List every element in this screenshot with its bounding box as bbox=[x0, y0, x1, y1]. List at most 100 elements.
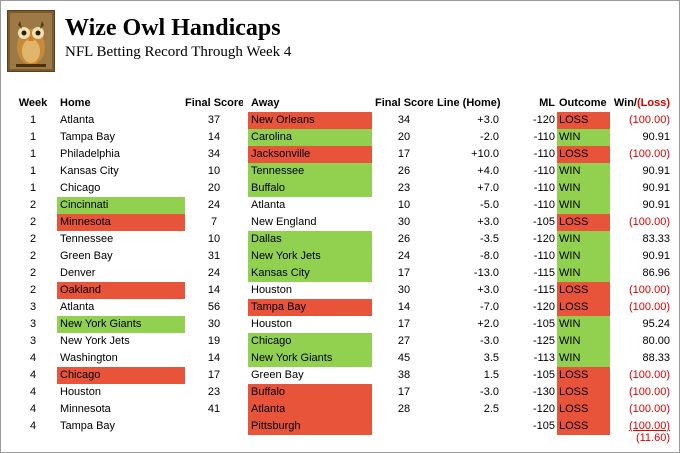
week-cell: 3 bbox=[29, 318, 37, 330]
week-cell: 2 bbox=[29, 216, 37, 228]
col-week: Week bbox=[18, 97, 48, 109]
away-team-cell: Atlanta bbox=[248, 401, 372, 418]
win-loss-cell: (100.00) bbox=[629, 369, 670, 381]
line-cell: -3.0 bbox=[480, 335, 499, 347]
home-score-cell: 24 bbox=[207, 267, 221, 279]
away-team-cell: New England bbox=[251, 216, 317, 228]
away-team-cell: Atlanta bbox=[251, 199, 286, 211]
home-team-cell: Minnesota bbox=[57, 214, 185, 231]
away-score-cell: 20 bbox=[397, 131, 411, 143]
outcome-cell: WIN bbox=[557, 129, 610, 146]
win-loss-cell: 86.96 bbox=[642, 267, 670, 279]
week-cell: 2 bbox=[29, 284, 37, 296]
table-row: 4 Minnesota 41 Atlanta 28 2.5 -120 LOSS (100.00) bbox=[1, 401, 680, 418]
win-loss-cell: (100.00) bbox=[629, 420, 670, 432]
outcome-cell: LOSS bbox=[557, 384, 610, 401]
away-score-cell: 17 bbox=[397, 318, 411, 330]
moneyline-cell: -115 bbox=[533, 284, 555, 296]
table-row: 3 New York Giants 30 Houston 17 +2.0 -105 WIN 95… bbox=[1, 316, 680, 333]
away-score-cell: 26 bbox=[397, 233, 411, 245]
win-loss-cell: (100.00) bbox=[629, 114, 670, 126]
line-cell: -3.0 bbox=[480, 386, 499, 398]
table-row: 2 Minnesota 7 New England 30 +3.0 -105 LOSS (100… bbox=[1, 214, 680, 231]
home-team-cell: Tennessee bbox=[60, 233, 114, 245]
moneyline-cell: -115 bbox=[533, 267, 555, 279]
away-score-cell: 27 bbox=[397, 335, 411, 347]
home-score-cell: 7 bbox=[210, 216, 218, 228]
outcome-cell: LOSS bbox=[557, 401, 610, 418]
away-score-cell: 28 bbox=[397, 403, 411, 415]
table-row: 1 Chicago 20 Buffalo 23 +7.0 -110 WIN 90.91 bbox=[1, 180, 680, 197]
moneyline-cell: -105 bbox=[532, 369, 555, 381]
away-score-cell: 17 bbox=[397, 148, 411, 160]
win-loss-cell: (100.00) bbox=[629, 386, 670, 398]
home-team-cell: Chicago bbox=[57, 367, 185, 384]
away-score-cell: 38 bbox=[397, 369, 411, 381]
win-loss-cell: (100.00) bbox=[629, 148, 670, 160]
line-cell: -3.5 bbox=[480, 233, 499, 245]
table-row: 2 Tennessee 10 Dallas 26 -3.5 -120 WIN 83.33 bbox=[1, 231, 680, 248]
week-cell: 4 bbox=[29, 352, 37, 364]
total-row: (11.60) bbox=[1, 430, 680, 447]
week-cell: 4 bbox=[29, 369, 37, 381]
moneyline-cell: -125 bbox=[532, 335, 555, 347]
moneyline-cell: -105 bbox=[532, 420, 555, 432]
home-team-cell: Washington bbox=[60, 352, 118, 364]
away-team-cell: Tennessee bbox=[248, 163, 372, 180]
away-score-cell: 24 bbox=[397, 250, 411, 262]
home-score-cell: 17 bbox=[207, 369, 221, 381]
away-team-cell: Houston bbox=[251, 318, 292, 330]
moneyline-cell: -120 bbox=[532, 114, 555, 126]
win-loss-cell: 90.91 bbox=[642, 199, 670, 211]
moneyline-cell: -130 bbox=[532, 386, 555, 398]
table-row: 1 Tampa Bay 14 Carolina 20 -2.0 -110 WIN 90.91 bbox=[1, 129, 680, 146]
moneyline-cell: -110 bbox=[533, 131, 555, 143]
away-team-cell: Buffalo bbox=[248, 180, 372, 197]
moneyline-cell: -120 bbox=[532, 403, 555, 415]
home-score-cell: 19 bbox=[207, 335, 221, 347]
outcome-cell: WIN bbox=[557, 333, 610, 350]
table-row: 3 New York Jets 19 Chicago 27 -3.0 -125 WIN 80.0… bbox=[1, 333, 680, 350]
table-row: 4 Washington 14 New York Giants 45 3.5 -113 WIN… bbox=[1, 350, 680, 367]
outcome-cell: LOSS bbox=[557, 214, 610, 231]
home-team-cell: Tampa Bay bbox=[60, 131, 116, 143]
col-away: Away bbox=[251, 97, 280, 109]
moneyline-cell: -110 bbox=[533, 199, 555, 211]
away-score-cell: 26 bbox=[397, 165, 411, 177]
col-outcome: Outcome bbox=[559, 97, 607, 109]
week-cell: 4 bbox=[29, 386, 37, 398]
away-team-cell: Carolina bbox=[248, 129, 372, 146]
away-score-cell: 34 bbox=[397, 114, 411, 126]
away-team-cell: Dallas bbox=[248, 231, 372, 248]
outcome-cell: WIN bbox=[557, 180, 610, 197]
win-loss-cell: 95.24 bbox=[642, 318, 670, 330]
home-team-cell: Atlanta bbox=[60, 114, 95, 126]
outcome-cell: WIN bbox=[557, 231, 610, 248]
outcome-cell: WIN bbox=[557, 350, 610, 367]
line-cell: -5.0 bbox=[480, 199, 499, 211]
col-home: Home bbox=[60, 97, 91, 109]
win-loss-cell: 80.00 bbox=[642, 335, 670, 347]
line-cell: +7.0 bbox=[477, 182, 499, 194]
outcome-cell: LOSS bbox=[557, 418, 610, 435]
week-cell: 3 bbox=[29, 335, 37, 347]
away-team-cell: New Orleans bbox=[248, 112, 372, 129]
win-loss-cell: 90.91 bbox=[642, 182, 670, 194]
col-line: Line (Home) bbox=[437, 97, 501, 109]
table-row: 4 Chicago 17 Green Bay 38 1.5 -105 LOSS (100.00) bbox=[1, 367, 680, 384]
outcome-cell: WIN bbox=[557, 265, 610, 282]
week-cell: 4 bbox=[29, 420, 37, 432]
away-team-cell: Pittsburgh bbox=[248, 418, 372, 435]
table-row: 2 Oakland 14 Houston 30 +3.0 -115 LOSS (100.00) bbox=[1, 282, 680, 299]
week-cell: 1 bbox=[29, 165, 37, 177]
moneyline-cell: -105 bbox=[532, 318, 555, 330]
home-score-cell: 41 bbox=[207, 403, 221, 415]
home-team-cell: Atlanta bbox=[60, 301, 95, 313]
table-row: 1 Atlanta 37 New Orleans 34 +3.0 -120 LOSS (100.… bbox=[1, 112, 680, 129]
home-team-cell: Cincinnati bbox=[57, 197, 185, 214]
moneyline-cell: -110 bbox=[533, 165, 555, 177]
home-score-cell: 14 bbox=[207, 131, 221, 143]
outcome-cell: LOSS bbox=[557, 299, 610, 316]
outcome-cell: LOSS bbox=[557, 146, 610, 163]
week-cell: 4 bbox=[29, 403, 37, 415]
